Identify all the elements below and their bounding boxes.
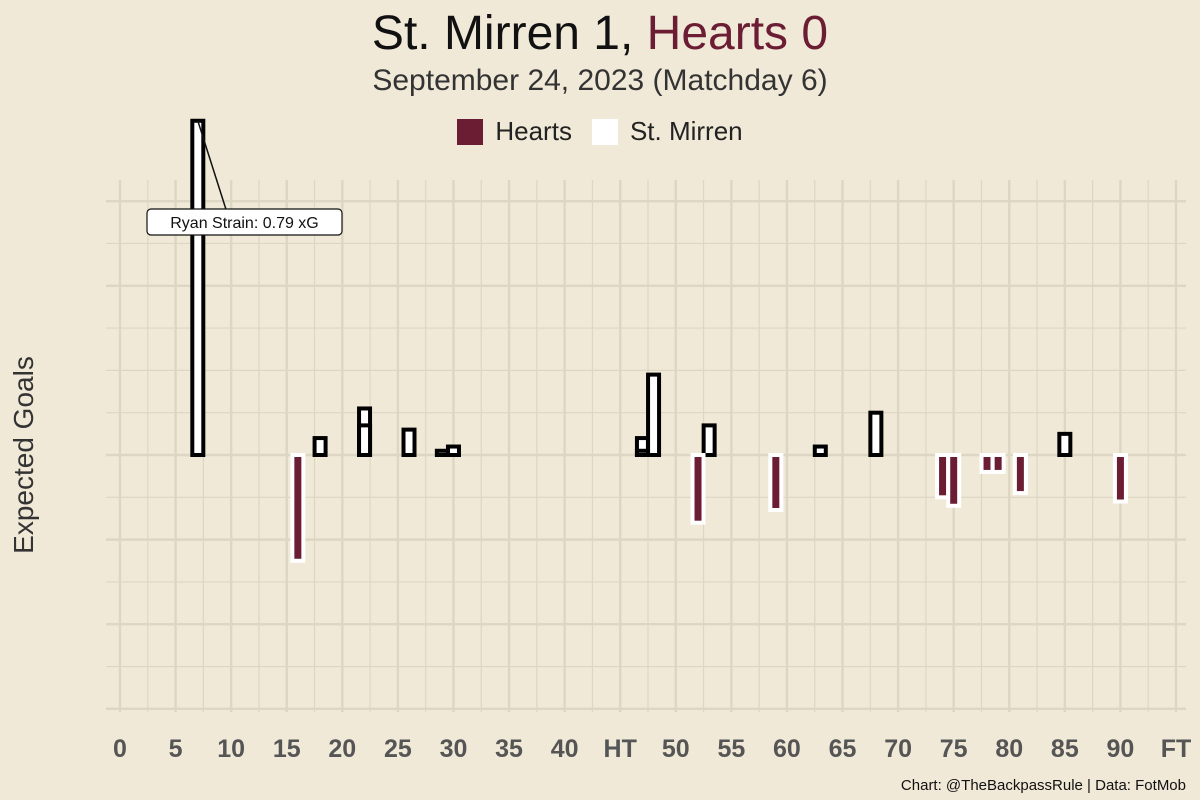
x-tick-label: 30 <box>440 735 468 763</box>
st-mirren-shot-bar <box>646 372 662 457</box>
x-tick-label: 50 <box>662 735 690 763</box>
title-away-team: Hearts 0 <box>646 7 829 60</box>
chart-caption: Chart: @TheBackpassRule | Data: FotMob <box>900 777 1186 794</box>
x-tick-label: 60 <box>773 735 801 763</box>
st-mirren-shot-bar <box>357 423 373 457</box>
legend-item-hearts: Hearts <box>457 116 572 147</box>
x-tick-label: 40 <box>551 735 579 763</box>
x-tick-label: FT <box>1161 735 1192 763</box>
x-tick-label: 10 <box>217 735 245 763</box>
annotation: Ryan Strain: 0.79 xG <box>146 120 343 236</box>
st-mirren-shot-bar <box>701 423 717 457</box>
x-tick-label: 75 <box>940 735 968 763</box>
st-mirren-shot-bar <box>812 444 828 457</box>
x-axis-ticks: 0 5 10 15 20 25 30 35 40 HT 50 55 60 65 70 75 80 85 90 FT <box>113 735 1191 763</box>
hearts-shot-bar <box>1112 453 1128 504</box>
legend-swatch-hearts <box>457 118 484 145</box>
chart-title: St. Mirren 1, Hearts 0 <box>0 6 1200 62</box>
x-tick-label: 25 <box>384 735 412 763</box>
shot-bars <box>190 118 1128 563</box>
x-tick-label: 0 <box>113 735 127 763</box>
x-tick-label: 55 <box>717 735 745 763</box>
hearts-shot-bar <box>690 453 706 525</box>
st-mirren-shot-bar <box>190 118 206 458</box>
st-mirren-shot-bar <box>312 436 328 458</box>
chart-legend: Hearts St. Mirren <box>0 116 1200 147</box>
st-mirren-shot-bar <box>434 448 450 457</box>
st-mirren-shot-bar <box>868 410 884 458</box>
x-tick-label: 85 <box>1051 735 1079 763</box>
st-mirren-shot-bar <box>634 448 650 457</box>
x-tick-label: 65 <box>829 735 857 763</box>
st-mirren-shot-bar <box>401 427 417 458</box>
x-tick-label: 15 <box>273 735 301 763</box>
x-tick-label: 70 <box>884 735 912 763</box>
x-tick-label: 90 <box>1107 735 1135 763</box>
hearts-shot-bar <box>290 453 306 563</box>
hearts-shot-bar <box>990 453 1006 474</box>
x-tick-label: HT <box>604 735 637 763</box>
x-tick-label: 20 <box>328 735 356 763</box>
chart-subtitle: September 24, 2023 (Matchday 6) <box>372 64 828 97</box>
legend-label-st-mirren: St. Mirren <box>629 116 743 146</box>
legend-item-st-mirren: St. Mirren <box>591 116 743 147</box>
hearts-shot-bar <box>935 453 951 500</box>
annotation-box <box>146 208 343 236</box>
annotation-text: Ryan Strain: 0.79 xG <box>170 215 319 232</box>
st-mirren-shot-bar <box>1057 431 1073 458</box>
x-tick-label: 35 <box>495 735 523 763</box>
x-tick-label: 5 <box>169 735 183 763</box>
legend-label-hearts: Hearts <box>495 116 572 146</box>
title-home-team: St. Mirren 1, <box>371 7 634 60</box>
hearts-shot-bar <box>1012 453 1028 496</box>
x-tick-label: 80 <box>995 735 1023 763</box>
hearts-shot-bar <box>768 453 784 512</box>
legend-swatch-st-mirren <box>591 118 618 145</box>
